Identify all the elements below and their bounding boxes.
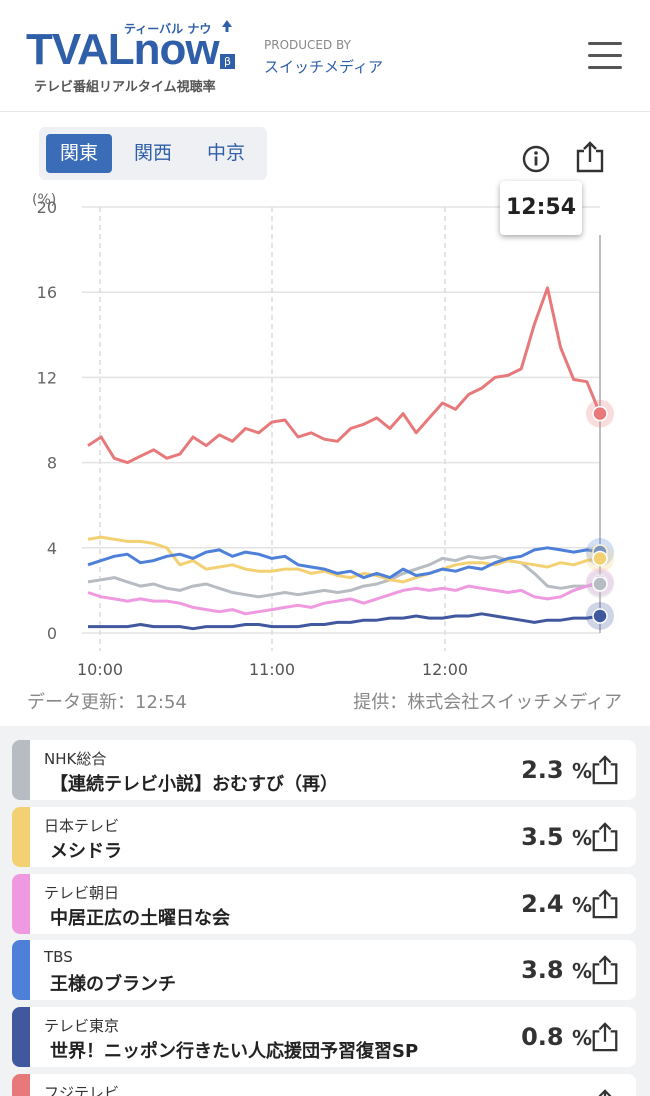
program-title: 中居正広の土曜日な会 [50,908,230,929]
y-tick-label: 4 [47,539,57,558]
provider-text: 提供：株式会社スイッチメディア [353,692,622,713]
channel-color-bar [12,1007,30,1067]
x-tick-label: 10:00 [77,660,123,679]
logo-beta-badge: β [220,54,235,69]
channel-card-tbs[interactable]: TBS 王様のブランチ 3.8 % [12,940,636,1000]
share-icon[interactable] [590,1020,620,1054]
data-updated-text: データ更新：12:54 [27,692,187,713]
x-tick-label: 11:00 [249,660,295,679]
up-arrow-icon [222,20,232,32]
channel-color-bar [12,940,30,1000]
header: ティーバル ナウ TVALnow β テレビ番組リアルタイム視聴率 PRODUC… [0,0,650,112]
channel-card-tvtokyo[interactable]: テレビ東京 世界！ニッポン行きたい人応援団予習復習SP 0.8 % [12,1007,636,1067]
share-icon[interactable] [590,953,620,987]
viewing-rate-chart[interactable]: (%) 0 4 8 12 16 20 10:00 11:00 12:00 [0,185,650,685]
series-end-point [592,608,608,624]
region-tabs: 関東 関西 中京 [39,127,267,180]
tvalnow-logo[interactable]: ティーバル ナウ TVALnow β テレビ番組リアルタイム視聴率 [26,18,241,96]
channel-color-bar [12,740,30,800]
series-end-point [592,576,608,592]
channel-card-tvasahi[interactable]: テレビ朝日 中居正広の土曜日な会 2.4 % [12,874,636,934]
produced-by-label: PRODUCED BY [264,38,351,52]
rating-value: 2.3 % [521,756,592,784]
series-line [88,612,601,631]
channel-name: NHK総合 [44,750,107,768]
channel-card-fuji[interactable]: フジテレビ [12,1074,636,1096]
series-line [87,580,601,616]
y-axis-unit: (%) [32,192,56,208]
channel-card-ntv[interactable]: 日本テレビ メシドラ 3.5 % [12,807,636,867]
share-icon[interactable] [590,820,620,854]
channel-name: テレビ朝日 [44,884,120,902]
logo-wordmark: TVALnow [26,25,220,74]
y-tick-label: 20 [37,198,57,217]
y-tick-label: 0 [47,624,57,643]
time-tooltip: 12:54 [500,181,582,235]
channel-color-bar [12,807,30,867]
channel-color-bar [12,1074,30,1096]
info-icon[interactable] [521,144,551,174]
tab-chukyo[interactable]: 中京 [206,142,245,164]
channel-name: テレビ東京 [44,1017,120,1035]
share-icon[interactable] [574,140,606,174]
program-title: 【連続テレビ小説】おむすび（再） [50,774,338,795]
share-icon[interactable] [590,1087,620,1096]
hamburger-menu-icon[interactable] [588,40,624,70]
tab-kanto[interactable]: 関東 [46,134,112,173]
share-icon[interactable] [590,887,620,921]
producer-name[interactable]: スイッチメディア [264,58,383,76]
rating-value: 2.4 % [521,890,592,918]
tab-kansai[interactable]: 関西 [133,142,172,164]
program-title: 王様のブランチ [50,974,176,995]
series-end-point [592,550,608,567]
logo-kana: ティーバル ナウ [124,22,212,36]
series-end-point [592,405,608,422]
rating-value: 0.8 % [521,1023,592,1051]
series-line [87,286,602,465]
program-title: 世界！ニッポン行きたい人応援団予習復習SP [50,1041,419,1062]
y-tick-label: 16 [37,283,57,302]
channel-name: フジテレビ [44,1084,120,1096]
y-tick-label: 12 [37,368,57,387]
series-line [87,535,601,584]
channel-card-nhk[interactable]: NHK総合 【連続テレビ小説】おむすび（再） 2.3 % [12,740,636,800]
logo-tagline: テレビ番組リアルタイム視聴率 [34,80,216,95]
rating-value: 3.8 % [521,956,592,984]
channel-color-bar [12,874,30,934]
series-line [87,546,601,580]
rating-value: 3.5 % [521,823,592,851]
share-icon[interactable] [590,753,620,787]
program-title: メシドラ [50,841,122,862]
x-tick-label: 12:00 [422,660,468,679]
channel-list: NHK総合 【連続テレビ小説】おむすび（再） 2.3 % 日本テレビ メシドラ … [0,726,650,1096]
channel-name: TBS [44,948,73,966]
y-tick-label: 8 [47,454,57,473]
channel-name: 日本テレビ [44,817,120,835]
